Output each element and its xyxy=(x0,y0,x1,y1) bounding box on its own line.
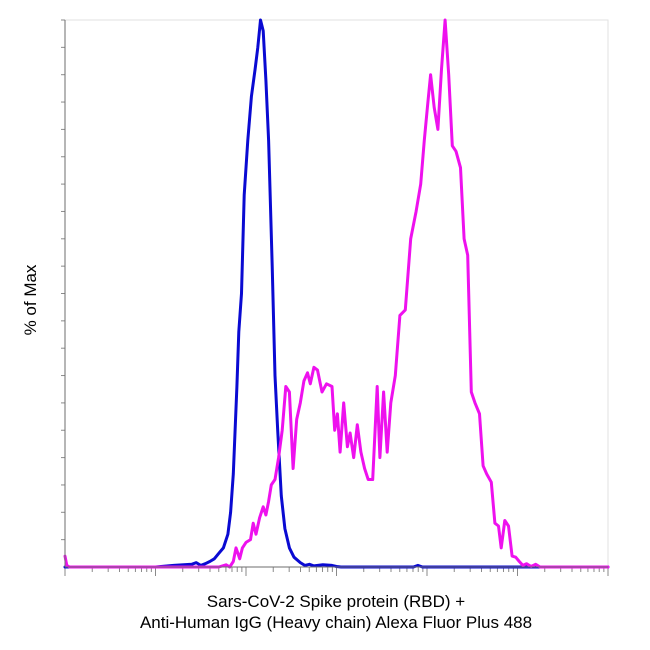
x-axis-label-line-1: Sars-CoV-2 Spike protein (RBD) + xyxy=(207,592,465,611)
x-axis-label-line-2: Anti-Human IgG (Heavy chain) Alexa Fluor… xyxy=(140,613,532,632)
histogram-series-1 xyxy=(63,18,610,569)
y-axis-ticks xyxy=(61,19,65,541)
plot-frame xyxy=(64,19,609,568)
histogram-series-2 xyxy=(63,18,610,569)
y-axis-label: % of Max xyxy=(21,264,40,335)
series-layer xyxy=(63,18,610,569)
